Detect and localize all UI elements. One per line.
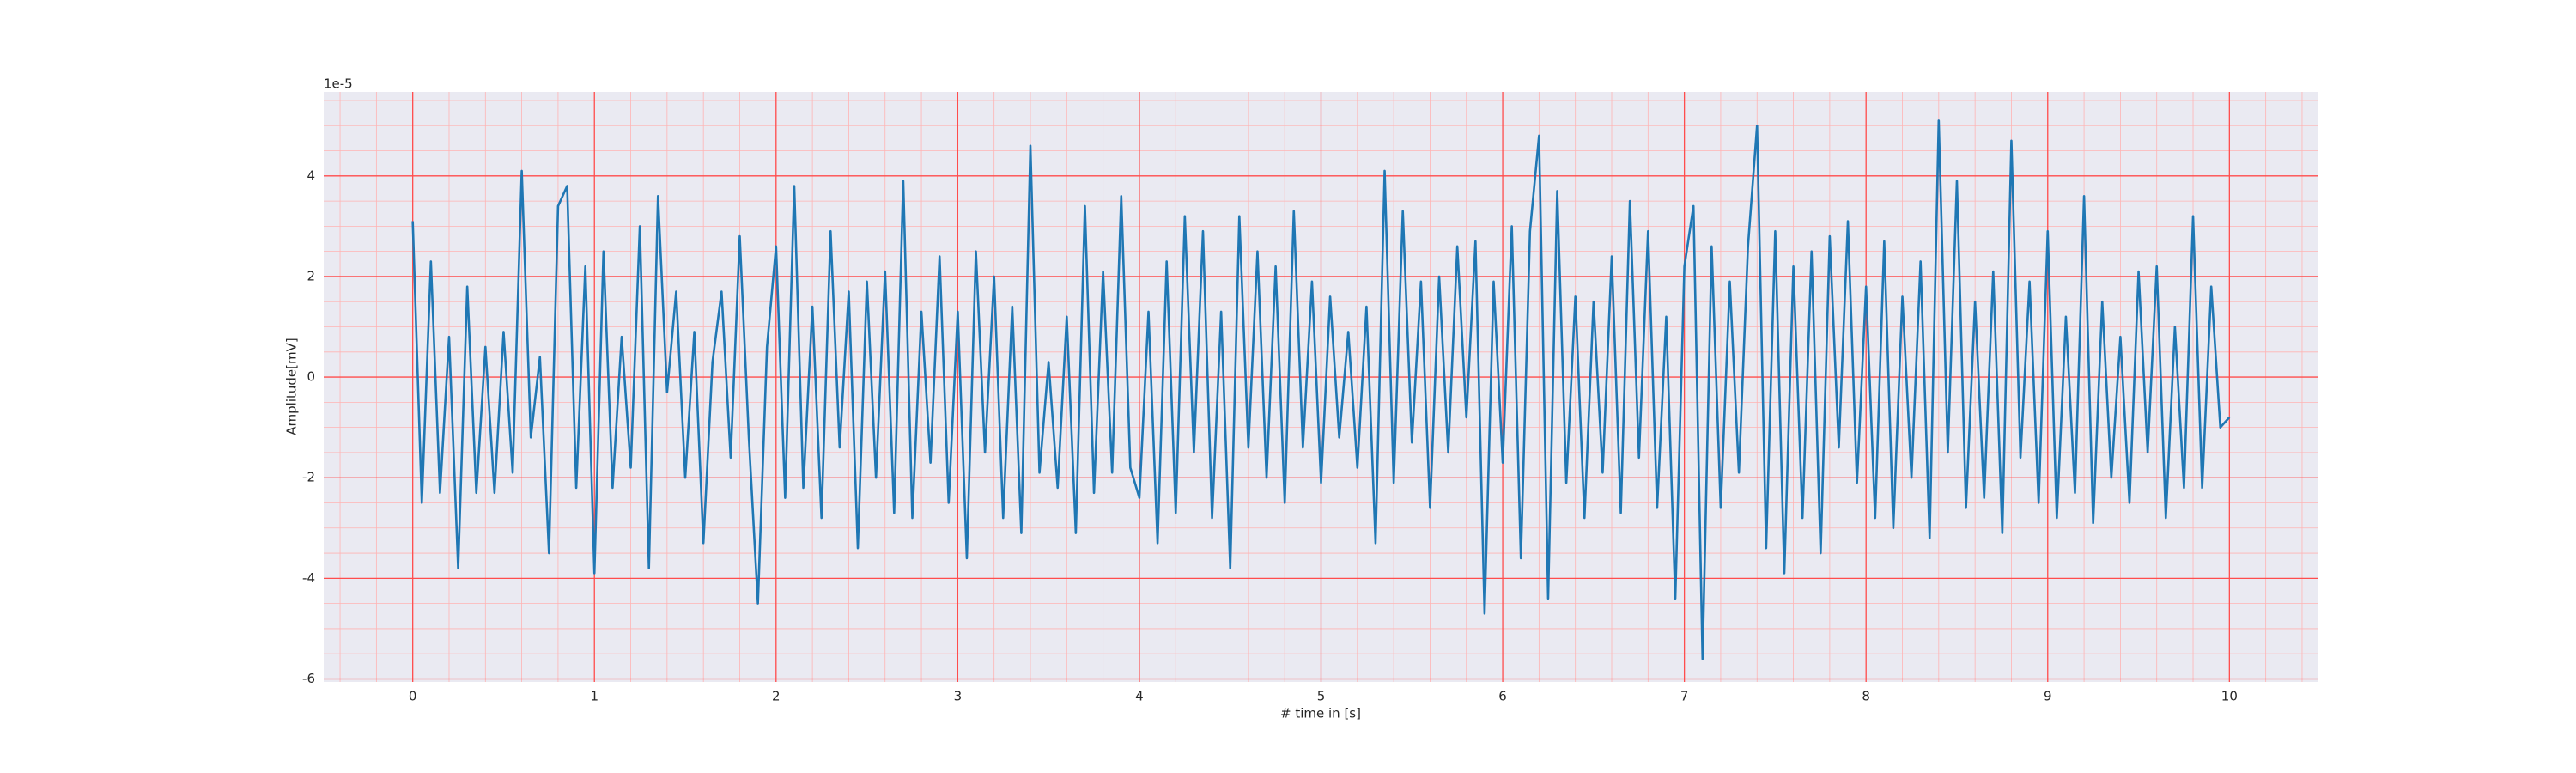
x-tick-label: 0 — [409, 689, 417, 704]
y-tick-label: -2 — [302, 470, 315, 485]
tick-labels: 0 1 2 3 4 5 6 7 8 9 10 -6 -4 -2 0 2 4 — [302, 167, 2238, 703]
x-tick-label: 10 — [2221, 689, 2238, 704]
x-tick-label: 4 — [1135, 689, 1144, 704]
offset-text: 1e-5 — [324, 76, 353, 92]
x-tick-label: 7 — [1680, 689, 1689, 704]
y-axis-label: Amplitude[mV] — [284, 338, 300, 435]
x-tick-label: 1 — [590, 689, 598, 704]
signal-line — [411, 119, 2231, 660]
y-tick-label: 0 — [307, 369, 315, 385]
y-tick-label: 2 — [307, 268, 315, 283]
y-tick-label: -4 — [302, 570, 315, 586]
y-tick-label: -6 — [302, 671, 315, 686]
x-tick-label: 9 — [2044, 689, 2052, 704]
x-tick-label: 8 — [1862, 689, 1870, 704]
x-tick-label: 2 — [772, 689, 781, 704]
series — [411, 119, 2231, 660]
x-tick-label: 6 — [1498, 689, 1507, 704]
x-axis-label: # time in [s] — [1280, 706, 1361, 721]
x-tick-label: 3 — [954, 689, 963, 704]
y-tick-label: 4 — [307, 167, 315, 183]
x-tick-label: 5 — [1317, 689, 1326, 704]
